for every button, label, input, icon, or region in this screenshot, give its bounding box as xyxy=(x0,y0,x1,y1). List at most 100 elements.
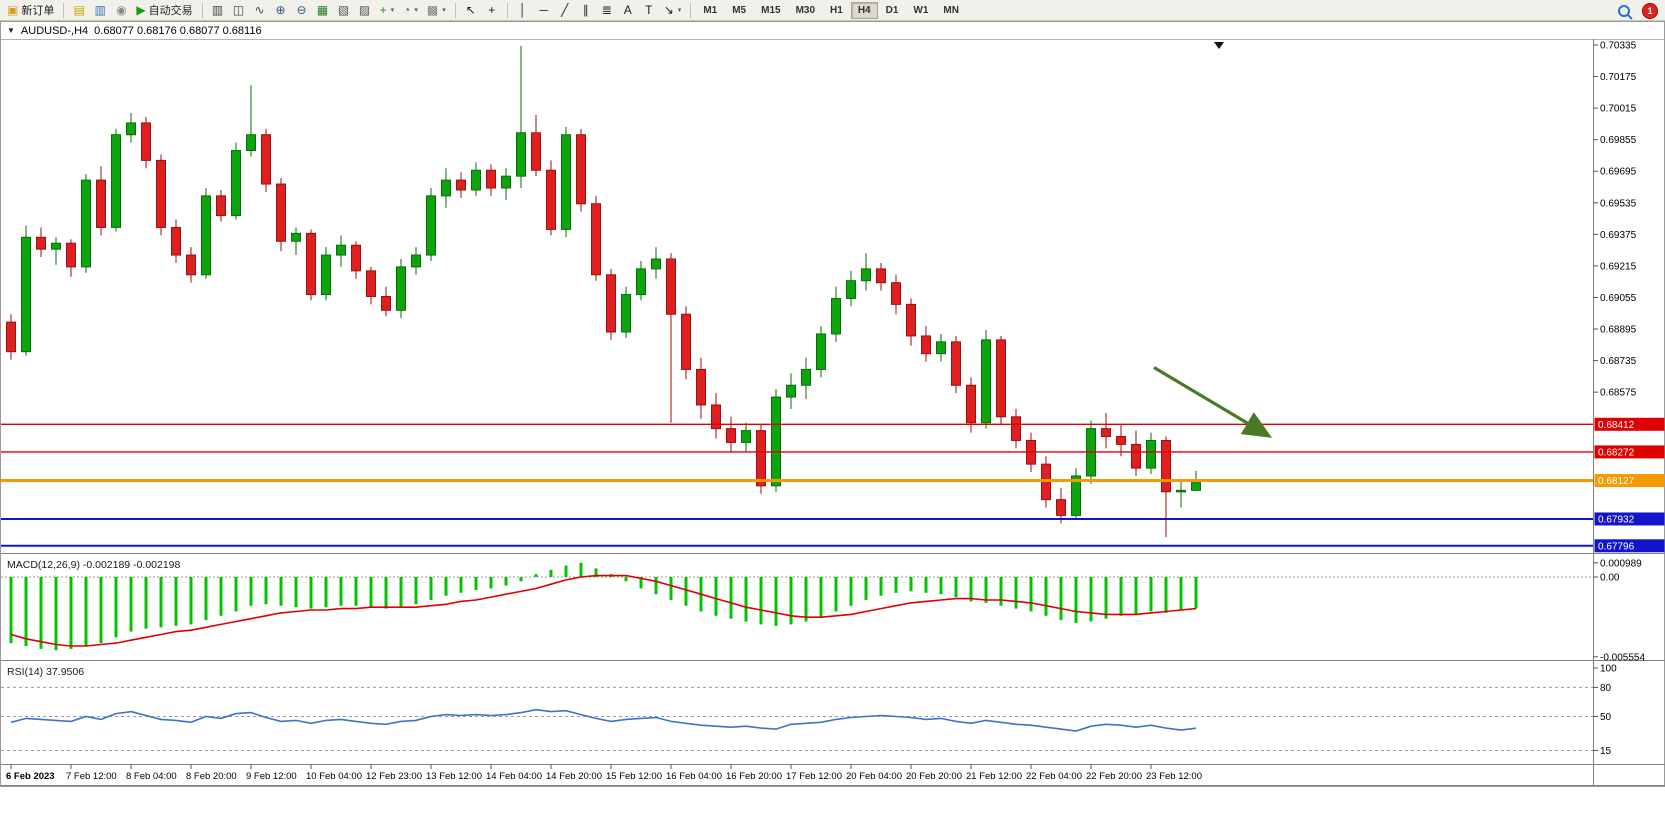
zoom-out-button[interactable]: ⊖ xyxy=(292,1,312,19)
period-button[interactable]: ◔ ▾ xyxy=(399,1,422,19)
horizontal-line-button[interactable]: ─ xyxy=(534,1,554,19)
toolbar-separator xyxy=(506,2,508,18)
navigator-button[interactable]: ◉ xyxy=(111,1,131,19)
channel-button[interactable]: ∥ xyxy=(576,1,596,19)
candle-body xyxy=(921,335,931,355)
text-button[interactable]: A xyxy=(618,1,638,19)
crosshair-button[interactable]: + xyxy=(482,1,502,19)
profiles-icon: ▤ xyxy=(73,3,86,17)
candle-body xyxy=(381,295,391,311)
fibonacci-button[interactable]: ≣ xyxy=(597,1,617,19)
cursor-button[interactable]: ↖ xyxy=(461,1,481,19)
new-order-button-label: 新订单 xyxy=(21,5,55,17)
candle-body xyxy=(411,254,421,268)
candle-body xyxy=(546,169,556,230)
auto-trading-button-label: 自动交易 xyxy=(148,5,193,17)
price-axis-label: 0.69855 xyxy=(1600,135,1637,146)
chart-titlebar[interactable]: ▼ AUDUSD-,H4 0.68077 0.68176 0.68077 0.6… xyxy=(1,22,1664,40)
auto-trading-icon: ▶ xyxy=(136,3,146,17)
shapes-button[interactable]: ↘ ▾ xyxy=(660,1,686,19)
candle-body xyxy=(246,134,256,152)
market-watch-button[interactable]: ▥ xyxy=(90,1,110,19)
search-icon[interactable] xyxy=(1616,3,1632,19)
arrange-windows-button[interactable]: ▨ xyxy=(355,1,375,19)
timeframe-M15[interactable]: M15 xyxy=(754,2,787,19)
time-axis-label: 7 Feb 12:00 xyxy=(66,771,117,782)
price-lines[interactable]: 0.68412 0.68272 0.68127 0.67932 0.67796 xyxy=(1,417,1665,553)
chart-shift-marker xyxy=(1214,42,1224,49)
toolbar-separator xyxy=(63,2,65,18)
time-axis-label: 16 Feb 04:00 xyxy=(666,771,722,782)
candle-body xyxy=(561,134,571,230)
chart-canvas[interactable]: 0.68412 0.68272 0.68127 0.67932 0.67796 0.703… xyxy=(1,39,1665,786)
macd-axis-label: -0.005554 xyxy=(1600,652,1645,663)
tile-windows-button[interactable]: ▦ xyxy=(313,1,333,19)
price-axis[interactable]: 0.70335 0.70175 0.70015 0.69855 0.69695 0.695… xyxy=(1593,41,1637,399)
cascade-windows-button[interactable]: ▧ xyxy=(334,1,354,19)
candle-body xyxy=(606,274,616,333)
candle-body xyxy=(1146,439,1156,469)
new-order-button[interactable]: ▣ 新订单 xyxy=(3,1,58,19)
candle-body xyxy=(996,339,1006,418)
timeframe-W1[interactable]: W1 xyxy=(906,2,935,19)
timeframe-M30[interactable]: M30 xyxy=(789,2,822,19)
label-button[interactable]: T xyxy=(639,1,659,19)
candle-body xyxy=(711,404,721,430)
macd-histogram xyxy=(9,562,1198,651)
clock-icon: ◔ xyxy=(403,3,411,17)
new-chart-button[interactable]: + ▾ xyxy=(376,1,399,19)
text-icon: A xyxy=(623,3,632,17)
price-axis-label: 0.68895 xyxy=(1600,325,1637,336)
timeframe-MN[interactable]: MN xyxy=(936,2,966,19)
zoom-in-button[interactable]: ⊕ xyxy=(271,1,291,19)
line-chart-button[interactable]: ∿ xyxy=(250,1,270,19)
candle-body xyxy=(1101,428,1111,438)
trendline-button[interactable]: ╱ xyxy=(555,1,575,19)
price-line-label: 0.67796 xyxy=(1598,541,1635,552)
price-line-label: 0.67932 xyxy=(1598,514,1635,525)
price-axis-label: 0.70175 xyxy=(1600,72,1637,83)
price-line-label-box xyxy=(1594,474,1665,488)
chart-title-ohlc: 0.68077 0.68176 0.68077 0.68116 xyxy=(94,24,262,37)
timeframe-M5[interactable]: M5 xyxy=(725,2,753,19)
candle-body xyxy=(1131,443,1141,469)
time-axis-label: 20 Feb 20:00 xyxy=(906,771,962,782)
vertical-line-button[interactable]: │ xyxy=(513,1,533,19)
chart-window: ▼ AUDUSD-,H4 0.68077 0.68176 0.68077 0.6… xyxy=(0,21,1665,787)
timeframe-H4[interactable]: H4 xyxy=(850,1,878,19)
time-axis-label: 22 Feb 20:00 xyxy=(1086,771,1142,782)
profiles-button[interactable]: ▤ xyxy=(69,1,89,19)
candle-body xyxy=(1161,439,1171,493)
candle-body xyxy=(966,384,976,424)
candle-body xyxy=(396,266,406,311)
bar-chart-button[interactable]: ▥ xyxy=(208,1,228,19)
navigator-icon: ◉ xyxy=(116,3,127,17)
candle-body xyxy=(186,254,196,276)
price-axis-label: 0.69055 xyxy=(1600,293,1637,304)
notification-badge[interactable]: 1 xyxy=(1642,3,1658,19)
macd-panel: MACD(12,26,9) -0.002189 -0.002198 0.00098… xyxy=(1,558,1645,663)
candlestick-chart-button[interactable]: ◫ xyxy=(229,1,249,19)
rsi-axis-label: 100 xyxy=(1600,664,1617,675)
candle-body xyxy=(306,232,316,296)
timeframe-D1[interactable]: D1 xyxy=(879,2,906,19)
candle-body xyxy=(681,313,691,370)
time-axis-label: 10 Feb 04:00 xyxy=(306,771,362,782)
time-axis-label: 23 Feb 12:00 xyxy=(1146,771,1202,782)
auto-trading-button[interactable]: ▶ 自动交易 xyxy=(132,1,196,19)
horizontal-line-icon: ─ xyxy=(539,3,548,17)
trend-arrow[interactable] xyxy=(1153,366,1272,438)
candle-body xyxy=(891,282,901,305)
collapse-icon[interactable]: ▼ xyxy=(7,25,15,35)
timeframe-M1[interactable]: M1 xyxy=(696,2,724,19)
price-axis-label: 0.70335 xyxy=(1600,41,1637,52)
candle-body xyxy=(591,203,601,276)
time-axis[interactable]: 6 Feb 2023 7 Feb 12:00 8 Feb 04:00 8 Feb 20… xyxy=(6,765,1202,782)
candle-body xyxy=(261,134,271,185)
template-icon: ▩ xyxy=(426,3,439,17)
market-watch-icon: ▥ xyxy=(94,3,107,17)
template-button[interactable]: ▩ ▾ xyxy=(423,1,450,19)
timeframe-H1[interactable]: H1 xyxy=(823,2,850,19)
time-axis-label: 21 Feb 12:00 xyxy=(966,771,1022,782)
candle-body xyxy=(456,179,466,191)
